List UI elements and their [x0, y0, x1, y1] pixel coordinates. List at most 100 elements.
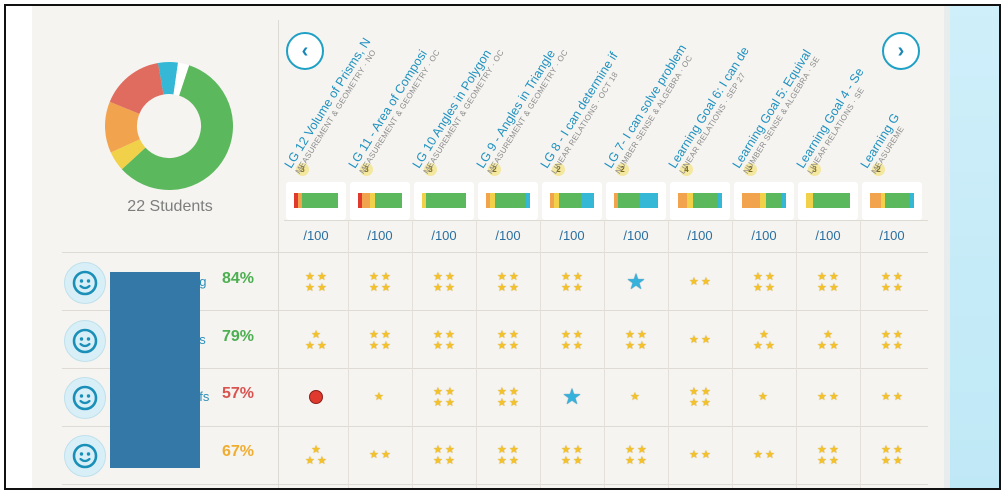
- assessment-cell[interactable]: ★ ★ ★ ★: [860, 435, 924, 475]
- gold-star-icon: ★: [561, 454, 571, 467]
- assessment-cell[interactable]: ★: [348, 377, 412, 417]
- assessment-cell[interactable]: ★ ★ ★ ★: [860, 320, 924, 360]
- student-avatar[interactable]: [64, 435, 106, 477]
- smiley-face-icon: [72, 328, 98, 354]
- assessment-cell[interactable]: ★ ★ ★ ★: [796, 262, 860, 302]
- mastery-bar-segment: [781, 193, 786, 208]
- class-summary-donut-chart: [105, 62, 233, 190]
- column-divider: [860, 220, 861, 488]
- out-of-score-label: /100: [303, 228, 329, 243]
- mastery-distribution-cell[interactable]: [542, 182, 602, 220]
- assessment-cell[interactable]: ★ ★ ★: [732, 320, 796, 360]
- goal-column-header[interactable]: 2 Learning Goal 5: Equival NUMBER SENSE & …: [730, 20, 822, 180]
- gold-star-icon: ★: [753, 449, 763, 461]
- gold-star-icon: ★: [509, 454, 519, 467]
- assessment-cell[interactable]: ★ ★ ★ ★: [412, 435, 476, 475]
- gold-star-icon: ★: [433, 396, 443, 409]
- gold-star-icon: ★: [625, 443, 635, 456]
- assessment-cell[interactable]: ★ ★ ★ ★: [412, 320, 476, 360]
- assessment-cell[interactable]: ★ ★ ★ ★: [476, 262, 540, 302]
- assessment-cell[interactable]: ★ ★ ★: [796, 320, 860, 360]
- assessment-cell[interactable]: ★ ★ ★ ★: [348, 262, 412, 302]
- assessment-cell[interactable]: ★ ★ ★ ★: [540, 262, 604, 302]
- goal-column-header[interactable]: 2 Learning G MEASUREME: [858, 20, 924, 180]
- smiley-face-icon: [72, 270, 98, 296]
- out-of-score-label: /100: [623, 228, 649, 243]
- gold-star-icon: ★: [689, 396, 699, 409]
- goal-column-header[interactable]: 3 LG 10 Angles in Polygon MEASUREMENT & GE…: [410, 20, 506, 180]
- goal-column-header[interactable]: 2 LG 8 - I can determine if LINEAR RELATIO…: [538, 20, 621, 180]
- goal-column-header[interactable]: 2 LG 9 - Angles in Triangle MEASUREMENT & …: [474, 20, 570, 180]
- gold-star-icon: ★: [311, 443, 321, 456]
- gold-star-icon: ★: [817, 339, 827, 352]
- assessment-cell[interactable]: ★ ★: [668, 262, 732, 302]
- assessment-cell[interactable]: ★ ★ ★ ★: [604, 435, 668, 475]
- assessment-cell[interactable]: ★: [732, 377, 796, 417]
- assessment-cell[interactable]: ★ ★ ★ ★: [860, 262, 924, 302]
- assessment-cell[interactable]: ★ ★ ★ ★: [668, 377, 732, 417]
- star-rating-2-icon: ★ ★: [689, 277, 711, 288]
- assessment-cell[interactable]: ★ ★: [860, 377, 924, 417]
- column-divider: [668, 220, 669, 488]
- goal-column-header[interactable]: 4 Learning Goal 6: I can de LINEAR RELATIO…: [666, 20, 752, 180]
- student-row[interactable]: n67%: [62, 427, 278, 483]
- mastery-bar-segment: [678, 193, 687, 208]
- out-of-score-label: /100: [367, 228, 393, 243]
- goal-column-header[interactable]: 3 Learning Goal 4 - Se LINEAR RELATIONS · …: [794, 20, 867, 180]
- mastery-distribution-cell[interactable]: [350, 182, 410, 220]
- assessment-cell[interactable]: ★ ★ ★ ★: [348, 320, 412, 360]
- mastery-distribution-cell[interactable]: [606, 182, 666, 220]
- gold-star-icon: ★: [433, 281, 443, 294]
- mastery-bar-segment: [298, 193, 302, 208]
- assessment-cell[interactable]: ★ ★ ★ ★: [540, 435, 604, 475]
- assessment-cell[interactable]: ★ ★ ★ ★: [796, 435, 860, 475]
- student-percent: 79%: [222, 328, 255, 345]
- mastery-distribution-cell[interactable]: [862, 182, 922, 220]
- assessment-cell[interactable]: ★ ★ ★ ★: [412, 377, 476, 417]
- mastery-bar-segment: [370, 193, 375, 208]
- mastery-distribution-cell[interactable]: [734, 182, 794, 220]
- row-divider: [284, 220, 928, 221]
- assessment-cell[interactable]: ★ ★ ★ ★: [732, 262, 796, 302]
- student-avatar[interactable]: [64, 262, 106, 304]
- mastery-distribution-cell[interactable]: [414, 182, 474, 220]
- assessment-cell[interactable]: ★ ★ ★ ★: [476, 377, 540, 417]
- assessment-cell[interactable]: ★: [540, 377, 604, 417]
- previous-goals-button[interactable]: ‹: [286, 32, 324, 70]
- gold-star-icon: ★: [561, 339, 571, 352]
- gold-star-icon: ★: [445, 270, 455, 283]
- assessment-cell[interactable]: ★: [604, 377, 668, 417]
- assessment-cell[interactable]: ★ ★ ★ ★: [284, 262, 348, 302]
- next-goals-button[interactable]: ›: [882, 32, 920, 70]
- gold-star-icon: ★: [637, 454, 647, 467]
- assessment-cell[interactable]: [284, 377, 348, 417]
- assessment-cell[interactable]: ★ ★ ★ ★: [540, 320, 604, 360]
- assessment-cell[interactable]: ★ ★ ★ ★: [604, 320, 668, 360]
- assessment-cell[interactable]: ★ ★ ★ ★: [476, 320, 540, 360]
- mastery-bar-segment: [766, 193, 782, 208]
- assessment-cell[interactable]: ★ ★: [732, 435, 796, 475]
- assessment-cell[interactable]: ★ ★ ★ ★: [412, 262, 476, 302]
- student-avatar[interactable]: [64, 320, 106, 362]
- goal-column-header[interactable]: 3 LG 12 Volume of Prisms, N MEASUREMENT & …: [282, 20, 378, 180]
- assessment-cell[interactable]: ★ ★ ★ ★: [476, 435, 540, 475]
- assessment-cell[interactable]: ★ ★: [796, 377, 860, 417]
- goal-column-header[interactable]: 3 LG 11 - Area of Composi MEASUREMENT & GE…: [346, 20, 442, 180]
- mastery-distribution-cell[interactable]: [798, 182, 858, 220]
- mastery-bar-segment: [617, 193, 641, 208]
- mastery-distribution-cell[interactable]: [286, 182, 346, 220]
- assessment-cell[interactable]: ★ ★ ★: [284, 435, 348, 475]
- goal-column-header[interactable]: 2 LG 7- I can solve problem NUMBER SENSE &…: [602, 20, 694, 180]
- assessment-cell[interactable]: ★: [604, 262, 668, 302]
- mastery-distribution-cell[interactable]: [478, 182, 538, 220]
- assessment-cell[interactable]: ★ ★ ★: [284, 320, 348, 360]
- assessment-cell[interactable]: ★ ★: [348, 435, 412, 475]
- gold-star-icon: ★: [701, 334, 711, 346]
- mastery-distribution-cell[interactable]: [670, 182, 730, 220]
- student-avatar[interactable]: [64, 377, 106, 419]
- student-row[interactable]: ofs 57%: [62, 369, 278, 425]
- student-row[interactable]: gg84%: [62, 254, 278, 310]
- assessment-cell[interactable]: ★ ★: [668, 435, 732, 475]
- assessment-cell[interactable]: ★ ★: [668, 320, 732, 360]
- star-rating-3-icon: ★ ★ ★: [305, 329, 327, 351]
